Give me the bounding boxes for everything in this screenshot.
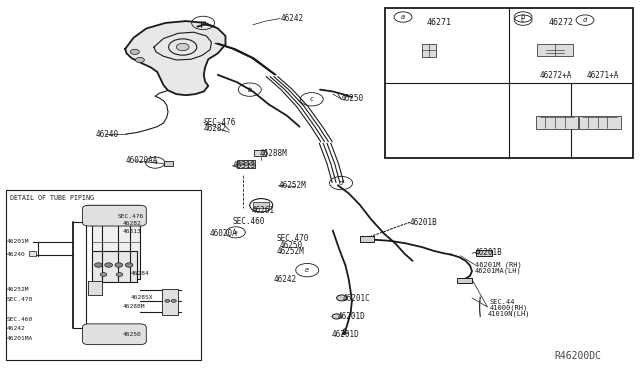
- Circle shape: [115, 263, 123, 267]
- Text: 46252M: 46252M: [276, 247, 305, 256]
- Circle shape: [165, 299, 170, 302]
- Circle shape: [125, 263, 133, 267]
- Text: 46201B: 46201B: [474, 248, 502, 257]
- Text: 46240: 46240: [7, 252, 26, 257]
- Text: SEC.476: SEC.476: [204, 118, 236, 127]
- Bar: [476, 250, 492, 256]
- Circle shape: [176, 43, 189, 51]
- Circle shape: [100, 273, 107, 276]
- Circle shape: [172, 299, 176, 302]
- Text: 46201C: 46201C: [342, 294, 370, 303]
- Circle shape: [116, 273, 123, 276]
- Bar: [422, 44, 436, 57]
- Text: SEC.470: SEC.470: [7, 297, 33, 302]
- Bar: [537, 44, 573, 57]
- Text: SEC.460: SEC.460: [232, 217, 265, 226]
- Text: 46201MA: 46201MA: [7, 336, 33, 341]
- Text: c: c: [201, 20, 205, 26]
- Bar: [88, 281, 102, 295]
- Text: R46200DC: R46200DC: [554, 351, 601, 361]
- Circle shape: [95, 263, 102, 267]
- Text: 46272+A: 46272+A: [540, 71, 572, 80]
- Text: 46242: 46242: [7, 326, 26, 331]
- Text: c: c: [310, 96, 314, 102]
- Bar: [164, 161, 173, 166]
- Bar: [253, 150, 266, 155]
- Text: a: a: [234, 230, 237, 235]
- Text: a: a: [154, 160, 157, 165]
- Text: 41000(RH): 41000(RH): [490, 304, 528, 311]
- Circle shape: [136, 57, 145, 62]
- Text: 46020A: 46020A: [209, 228, 237, 238]
- Text: 46250: 46250: [123, 332, 141, 337]
- Circle shape: [131, 49, 140, 54]
- Text: SEC.470: SEC.470: [276, 234, 309, 244]
- Bar: [163, 289, 178, 315]
- Circle shape: [249, 163, 254, 166]
- Bar: [6, 190, 200, 360]
- Circle shape: [332, 314, 341, 319]
- Text: 46250: 46250: [280, 241, 303, 250]
- Text: SEC.460: SEC.460: [7, 317, 33, 322]
- Text: b: b: [248, 87, 252, 93]
- Text: 46240: 46240: [95, 129, 118, 139]
- Text: 46313: 46313: [123, 229, 141, 234]
- Text: d: d: [583, 17, 587, 23]
- Text: 46282: 46282: [123, 221, 141, 226]
- Bar: [385, 8, 633, 158]
- Bar: [579, 116, 621, 129]
- Circle shape: [243, 163, 248, 166]
- Text: b: b: [521, 14, 525, 20]
- FancyBboxPatch shape: [83, 205, 147, 226]
- Text: a: a: [401, 14, 405, 20]
- Bar: [29, 251, 36, 256]
- Bar: [92, 251, 137, 282]
- Text: 46313: 46313: [232, 161, 255, 170]
- Text: 46284: 46284: [131, 270, 149, 276]
- Text: 46201D: 46201D: [337, 312, 365, 321]
- Text: DETAIL OF TUBE PIPING: DETAIL OF TUBE PIPING: [10, 195, 94, 201]
- Text: 46282: 46282: [204, 124, 227, 133]
- Bar: [253, 202, 269, 208]
- Text: 46201M (RH): 46201M (RH): [474, 261, 522, 268]
- Text: 46201MA(LH): 46201MA(LH): [474, 267, 522, 274]
- Text: 46261: 46261: [252, 206, 275, 215]
- Bar: [237, 160, 255, 168]
- Bar: [92, 205, 140, 279]
- Bar: [457, 278, 472, 283]
- Text: SEC.476: SEC.476: [118, 214, 144, 219]
- Text: 46201B: 46201B: [410, 218, 438, 227]
- Text: 46288M: 46288M: [259, 149, 287, 158]
- Text: 46285X: 46285X: [131, 295, 153, 300]
- Text: 46272: 46272: [548, 18, 573, 27]
- Bar: [536, 116, 578, 129]
- Circle shape: [105, 263, 113, 267]
- FancyBboxPatch shape: [83, 324, 147, 344]
- Text: SEC.44: SEC.44: [490, 299, 515, 305]
- Text: 46252M: 46252M: [278, 181, 307, 190]
- Text: 46271: 46271: [427, 18, 452, 27]
- Text: 46271+A: 46271+A: [587, 71, 620, 80]
- Text: e: e: [305, 267, 309, 273]
- Text: c: c: [521, 17, 525, 23]
- Text: 46242: 46242: [274, 275, 297, 284]
- Circle shape: [237, 163, 243, 166]
- Text: d: d: [339, 180, 343, 186]
- Text: 46252M: 46252M: [7, 286, 29, 292]
- Bar: [360, 235, 374, 242]
- Text: 46201D: 46201D: [332, 330, 359, 339]
- Text: 46242: 46242: [280, 14, 303, 23]
- Text: 46020AA: 46020AA: [126, 156, 158, 165]
- Polygon shape: [125, 21, 225, 95]
- Text: 46250: 46250: [341, 94, 364, 103]
- Text: 41010N(LH): 41010N(LH): [487, 310, 530, 317]
- Circle shape: [337, 295, 347, 301]
- Text: 46288M: 46288M: [123, 304, 145, 309]
- Text: 46201M: 46201M: [7, 239, 29, 244]
